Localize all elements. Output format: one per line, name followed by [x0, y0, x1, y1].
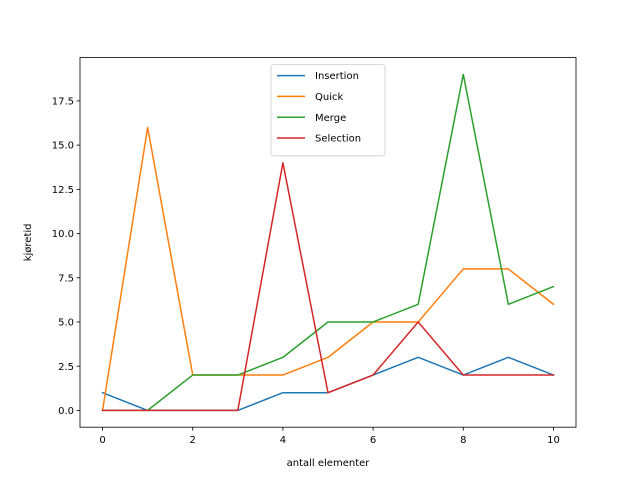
series-line-selection [101, 162, 555, 412]
y-tick-label: 0.0 [58, 406, 74, 417]
x-tick-label: 0 [99, 435, 105, 446]
y-tick-label: 2.5 [58, 362, 74, 373]
y-axis-label: kjøretid [23, 224, 34, 262]
legend-label-selection: Selection [315, 134, 361, 145]
y-axis-ticks: 0.0 2.5 5.0 7.5 10.0 12.5 15.0 17.5 [52, 97, 80, 417]
y-tick-label: 17.5 [52, 97, 74, 108]
legend: Insertion Quick Merge Selection [270, 64, 386, 157]
y-tick-label: 7.5 [58, 273, 74, 284]
y-tick-label: 12.5 [52, 185, 74, 196]
legend-label-insertion: Insertion [315, 71, 359, 82]
x-axis-label: antall elementer [287, 458, 371, 469]
x-tick-label: 8 [460, 435, 466, 446]
x-axis-ticks: 0 2 4 6 8 10 [99, 427, 560, 446]
x-tick-label: 10 [547, 435, 560, 446]
legend-box [270, 64, 386, 157]
plot-frame [79, 57, 577, 428]
y-tick-label: 5.0 [58, 318, 74, 329]
legend-label-quick: Quick [315, 92, 343, 103]
series-line-merge [101, 73, 555, 412]
series-layer [101, 73, 555, 412]
legend-label-merge: Merge [315, 113, 346, 124]
x-tick-label: 2 [190, 435, 196, 446]
y-tick-label: 10.0 [52, 229, 74, 240]
series-line-quick [101, 126, 555, 412]
y-tick-label: 15.0 [52, 141, 74, 152]
x-tick-label: 6 [370, 435, 376, 446]
x-tick-label: 4 [280, 435, 286, 446]
